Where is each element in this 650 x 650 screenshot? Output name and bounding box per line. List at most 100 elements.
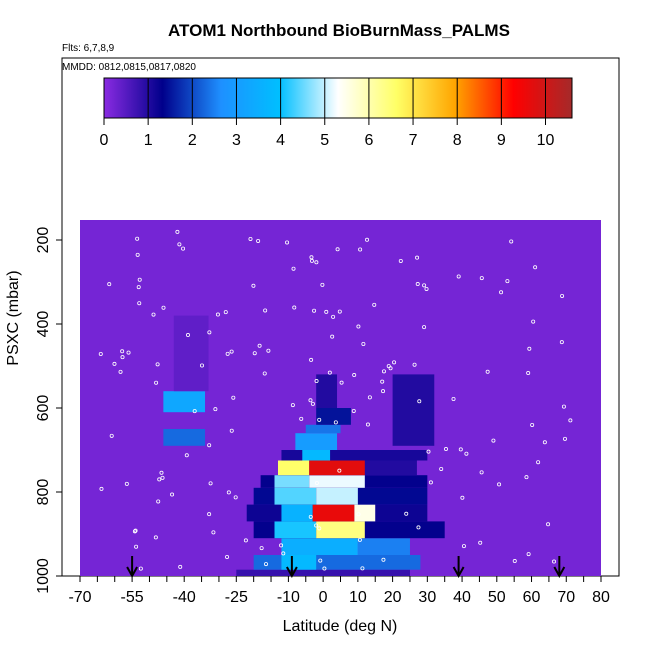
sample-marker bbox=[292, 305, 297, 310]
sample-marker bbox=[365, 237, 370, 242]
sample-marker bbox=[335, 247, 340, 252]
sample-marker bbox=[135, 236, 140, 241]
sample-marker bbox=[417, 399, 422, 404]
sample-marker bbox=[153, 535, 158, 540]
sample-marker bbox=[112, 361, 117, 366]
sample-marker bbox=[98, 351, 103, 356]
heatmap-cell bbox=[309, 460, 365, 476]
y-tick-label: 600 bbox=[35, 395, 52, 422]
sample-marker bbox=[156, 499, 161, 504]
sample-marker bbox=[337, 309, 342, 314]
colorbar-tick-label: 2 bbox=[188, 132, 197, 149]
sample-marker bbox=[314, 523, 319, 528]
sample-marker bbox=[456, 274, 461, 279]
heatmap-cell bbox=[236, 569, 410, 576]
sample-marker bbox=[365, 422, 370, 427]
sample-marker bbox=[499, 290, 504, 295]
sample-marker bbox=[422, 325, 427, 330]
dates-label: MMDD: 0812,0815,0817,0820 bbox=[62, 62, 196, 73]
sample-marker bbox=[536, 460, 541, 465]
sample-marker bbox=[392, 360, 397, 365]
sample-marker bbox=[208, 481, 213, 486]
sample-marker bbox=[322, 566, 327, 571]
sample-marker bbox=[308, 514, 313, 519]
sample-marker bbox=[381, 389, 386, 394]
sample-marker bbox=[552, 559, 557, 564]
x-tick-label: 0 bbox=[319, 589, 328, 606]
heatmap-cells bbox=[80, 220, 601, 576]
plot-area bbox=[61, 57, 620, 579]
sample-marker bbox=[324, 309, 329, 314]
sample-marker bbox=[530, 422, 535, 427]
x-tick-label: 80 bbox=[592, 589, 610, 606]
x-tick-label: -40 bbox=[173, 589, 196, 606]
sample-marker bbox=[314, 379, 319, 384]
sample-marker bbox=[312, 308, 317, 313]
chart-title: ATOM1 Northbound BioBurnMass_PALMS bbox=[168, 21, 510, 40]
sample-marker bbox=[132, 529, 137, 534]
sample-marker bbox=[464, 451, 469, 456]
x-tick-label: 60 bbox=[523, 589, 541, 606]
sample-marker bbox=[416, 525, 421, 530]
sample-marker bbox=[485, 369, 490, 374]
sample-marker bbox=[266, 348, 271, 353]
sample-marker bbox=[460, 495, 465, 500]
sample-marker bbox=[159, 470, 164, 475]
sample-marker bbox=[381, 369, 386, 374]
sample-marker bbox=[560, 293, 565, 298]
sample-marker bbox=[424, 286, 429, 291]
sample-marker bbox=[264, 562, 269, 567]
y-tick-label: 1000 bbox=[35, 558, 52, 594]
arrow-marker-head bbox=[285, 566, 298, 579]
sample-marker bbox=[512, 559, 517, 564]
sample-marker bbox=[509, 239, 514, 244]
arrow-marker-head bbox=[452, 566, 465, 579]
sample-marker bbox=[351, 408, 356, 413]
colorbar-tick-label: 8 bbox=[453, 132, 462, 149]
x-tick-label: 50 bbox=[488, 589, 506, 606]
sample-marker bbox=[317, 417, 322, 422]
sample-marker bbox=[398, 258, 403, 263]
x-axis-label: Latitude (deg N) bbox=[283, 618, 398, 635]
sample-marker bbox=[137, 277, 142, 282]
sample-marker bbox=[356, 512, 361, 517]
heatmap-cell bbox=[274, 475, 310, 488]
sample-marker bbox=[257, 343, 262, 348]
sample-marker bbox=[451, 397, 456, 402]
arrow-marker-head bbox=[553, 566, 566, 579]
heatmap-cell bbox=[253, 555, 421, 570]
sample-marker bbox=[415, 282, 420, 287]
sample-marker bbox=[358, 247, 363, 252]
sample-marker bbox=[422, 283, 427, 288]
sample-marker bbox=[310, 401, 315, 406]
sample-marker bbox=[412, 362, 417, 367]
sample-marker bbox=[252, 351, 257, 356]
sample-marker bbox=[259, 546, 264, 551]
sample-marker bbox=[170, 492, 175, 497]
sample-marker bbox=[211, 530, 216, 535]
sample-marker bbox=[357, 537, 362, 542]
sample-marker bbox=[207, 330, 212, 335]
sample-marker bbox=[109, 433, 114, 438]
heatmap-cell bbox=[302, 450, 331, 461]
sample-marker bbox=[181, 246, 186, 251]
heatmap-cell bbox=[316, 487, 358, 505]
sample-marker bbox=[327, 370, 332, 375]
sample-marker bbox=[360, 566, 365, 571]
sample-marker bbox=[356, 324, 361, 329]
sample-marker bbox=[526, 552, 531, 557]
sample-marker bbox=[333, 420, 338, 425]
sample-marker bbox=[320, 282, 325, 287]
x-tick-label: 70 bbox=[557, 589, 575, 606]
colorbar-tick-label: 0 bbox=[100, 132, 109, 149]
sample-marker bbox=[367, 395, 372, 400]
sample-marker bbox=[213, 407, 218, 412]
sample-marker bbox=[279, 543, 284, 548]
sample-marker bbox=[404, 511, 409, 516]
sample-marker bbox=[161, 305, 166, 310]
flights-label: Flts: 6,7,8,9 bbox=[62, 43, 115, 54]
sample-marker bbox=[309, 357, 314, 362]
sample-marker bbox=[290, 403, 295, 408]
colorbar-tick-label: 10 bbox=[537, 132, 555, 149]
x-tick-label: 10 bbox=[349, 589, 367, 606]
